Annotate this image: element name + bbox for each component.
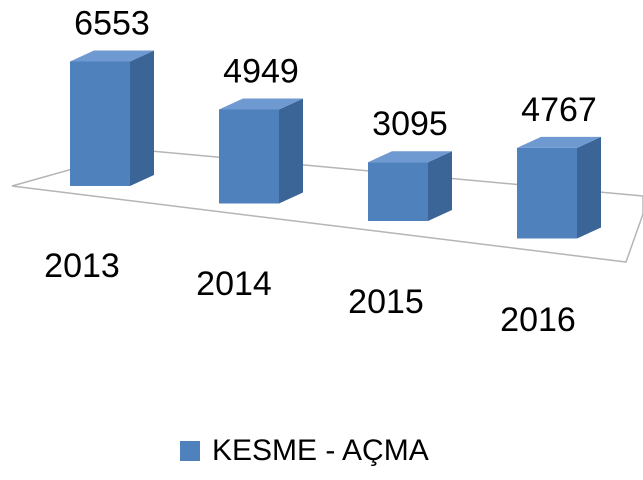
bar	[517, 147, 577, 239]
bar-side	[577, 136, 601, 239]
x-tick-label: 2015	[348, 283, 424, 321]
value-label: 6553	[74, 4, 150, 42]
bar	[70, 61, 130, 187]
bar-top	[368, 151, 452, 163]
bar-side	[130, 50, 154, 187]
x-tick-label: 2013	[44, 247, 120, 285]
legend-swatch	[180, 441, 200, 461]
value-label: 4949	[223, 52, 299, 90]
bar	[368, 162, 428, 221]
bar	[219, 109, 279, 204]
x-tick-label: 2014	[196, 265, 272, 303]
legend-label: KESME - AÇMA	[212, 434, 429, 467]
bar-side	[428, 151, 452, 221]
bar-side	[279, 98, 303, 204]
value-label: 3095	[372, 105, 448, 143]
bar-top	[70, 50, 154, 62]
x-tick-label: 2016	[500, 301, 576, 339]
bar-top	[517, 136, 601, 148]
value-label: 4767	[521, 91, 597, 129]
bar-top	[219, 98, 303, 110]
